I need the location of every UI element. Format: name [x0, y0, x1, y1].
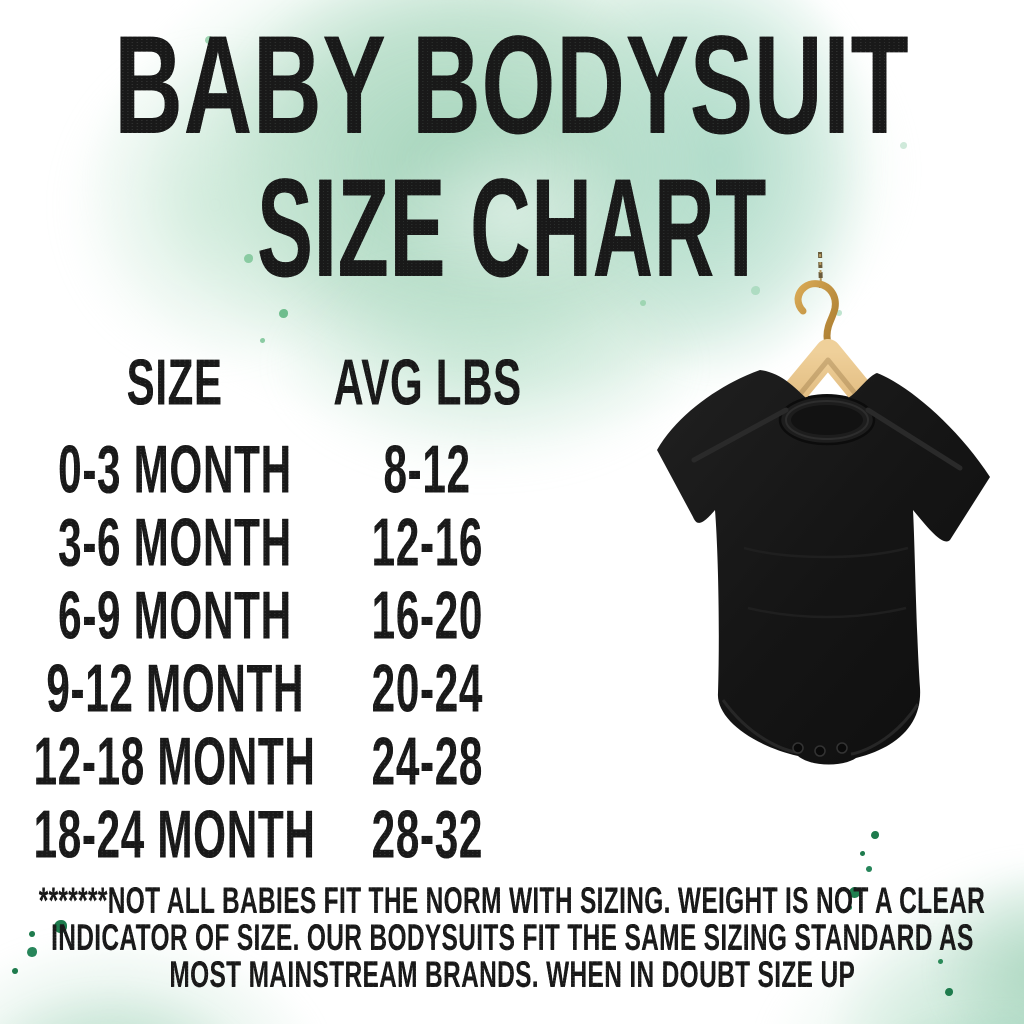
size-cell: 6-9 MONTH [58, 575, 292, 654]
table-row: 18-24 MONTH 28-32 [10, 794, 515, 873]
size-cell: 12-18 MONTH [34, 721, 316, 800]
column-header-avg-lbs: AVG LBS [333, 344, 522, 420]
paint-splatter-dot [871, 831, 879, 839]
watercolor-blob [860, 1005, 1024, 1024]
avg-lbs-cell: 28-32 [371, 794, 484, 873]
disclaimer-line: MOST MAINSTREAM BRANDS. WHEN IN DOUBT SI… [169, 953, 855, 996]
size-cell: 9-12 MONTH [46, 648, 304, 727]
size-cell: 18-24 MONTH [34, 794, 316, 873]
bodysuit-on-hanger-illustration [657, 251, 990, 765]
column-header-size: SIZE [126, 344, 224, 420]
neckband [780, 395, 874, 445]
avg-lbs-cell: 12-16 [371, 502, 484, 581]
disclaimer-line: INDICATOR OF SIZE. OUR BODYSUITS FIT THE… [50, 916, 974, 959]
paint-splatter-dot [260, 338, 265, 343]
bodysuit-garment [657, 370, 990, 765]
title-text: BABY BODYSUIT [114, 4, 910, 166]
page-title-line-2: SIZE CHART [0, 147, 1024, 309]
table-row: 0-3 MONTH 8-12 [10, 429, 515, 508]
title-text: SIZE CHART [257, 147, 767, 309]
table-row: 9-12 MONTH 20-24 [10, 648, 515, 727]
avg-lbs-cell: 16-20 [371, 575, 484, 654]
size-cell: 0-3 MONTH [58, 429, 292, 508]
avg-lbs-cell: 8-12 [383, 429, 472, 508]
paint-splatter-dot [866, 866, 872, 872]
table-header-row: SIZE AVG LBS [10, 344, 522, 420]
table-row: 3-6 MONTH 12-16 [10, 502, 515, 581]
table-row: 12-18 MONTH 24-28 [10, 721, 515, 800]
sizing-disclaimer: *******NOT ALL BABIES FIT THE NORM WITH … [0, 879, 1024, 996]
disclaimer-line: *******NOT ALL BABIES FIT THE NORM WITH … [38, 879, 986, 922]
size-cell: 3-6 MONTH [58, 502, 292, 581]
table-row: 6-9 MONTH 16-20 [10, 575, 515, 654]
page-title-line-1: BABY BODYSUIT [0, 4, 1024, 166]
avg-lbs-cell: 24-28 [371, 721, 484, 800]
avg-lbs-cell: 20-24 [371, 648, 484, 727]
hanger-hook-icon [794, 280, 839, 354]
paint-splatter-dot [279, 309, 288, 318]
size-table: SIZE AVG LBS 0-3 MONTH 8-12 3-6 MONTH 12… [10, 344, 522, 873]
paint-splatter-dot [860, 851, 865, 856]
snap-buttons [792, 742, 848, 757]
